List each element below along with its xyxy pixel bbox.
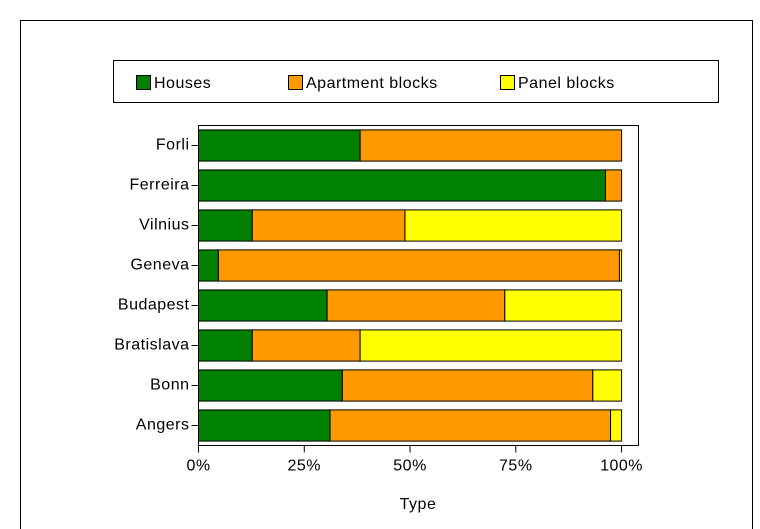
bar-segment [610, 409, 623, 442]
bar-segment [404, 209, 623, 242]
x-tick-label: 50% [393, 458, 427, 475]
bar-segment [198, 129, 361, 162]
x-tick-label: 25% [288, 458, 322, 475]
legend-label: Panel blocks [518, 75, 615, 92]
chart-frame [20, 20, 753, 529]
x-tick-label: 75% [499, 458, 533, 475]
legend-box [113, 60, 719, 103]
bar-segment [198, 329, 253, 362]
bar-segment [605, 169, 623, 202]
legend-label: Apartment blocks [306, 75, 438, 92]
y-tick-label: Geneva [130, 257, 189, 274]
y-tick-label: Bonn [150, 377, 189, 394]
plot-frame [198, 125, 639, 446]
bar-segment [198, 209, 253, 242]
bar-segment [198, 249, 219, 282]
legend-swatch [136, 75, 151, 90]
x-tick-label: 100% [600, 458, 643, 475]
bar-segment [326, 289, 506, 322]
bar-segment [198, 289, 328, 322]
y-tick-label: Angers [136, 417, 190, 434]
y-tick-label: Forli [156, 137, 190, 154]
bar-segment [504, 289, 623, 322]
bar-segment [618, 249, 623, 282]
bar-segment [198, 169, 606, 202]
legend-label: Houses [154, 75, 211, 92]
x-tick-label: 0% [186, 458, 210, 475]
bar-segment [592, 369, 623, 402]
x-axis-title: Type [400, 496, 437, 513]
legend-swatch [500, 75, 515, 90]
bar-segment [359, 329, 623, 362]
bar-segment [198, 409, 331, 442]
bar-segment [329, 409, 612, 442]
y-tick-label: Bratislava [114, 337, 189, 354]
bar-segment [198, 369, 343, 402]
bar-segment [251, 209, 406, 242]
bar-segment [359, 129, 623, 162]
y-tick-label: Budapest [118, 297, 190, 314]
bar-segment [217, 249, 620, 282]
bar-segment [251, 329, 361, 362]
y-tick-label: Ferreira [129, 177, 189, 194]
y-tick-label: Vilnius [139, 217, 189, 234]
bar-segment [341, 369, 594, 402]
legend-swatch [288, 75, 303, 90]
